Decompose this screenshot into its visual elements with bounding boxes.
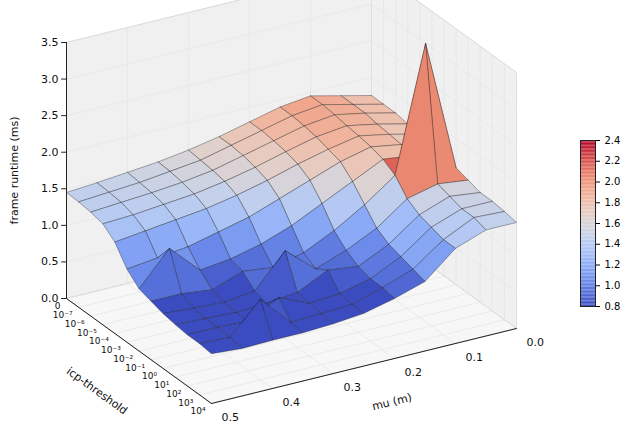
svg-text:0.4: 0.4 xyxy=(283,396,301,409)
svg-text:1.8: 1.8 xyxy=(605,197,621,208)
svg-text:0.1: 0.1 xyxy=(466,351,484,364)
svg-text:10²: 10² xyxy=(166,388,182,399)
svg-text:2.4: 2.4 xyxy=(605,135,621,146)
svg-text:1.5: 1.5 xyxy=(41,182,59,195)
svg-text:2.5: 2.5 xyxy=(41,109,59,122)
svg-text:10⁻⁶: 10⁻⁶ xyxy=(64,318,85,329)
svg-text:0.2: 0.2 xyxy=(405,366,423,379)
svg-text:1.0: 1.0 xyxy=(41,219,59,232)
svg-text:0.5: 0.5 xyxy=(222,411,240,421)
svg-text:0: 0 xyxy=(54,301,61,312)
svg-text:1.2: 1.2 xyxy=(605,259,621,270)
svg-text:0.5: 0.5 xyxy=(41,255,59,268)
svg-text:2.0: 2.0 xyxy=(605,176,621,187)
svg-text:10¹: 10¹ xyxy=(154,380,170,391)
svg-text:3.5: 3.5 xyxy=(41,36,59,49)
svg-text:mu (m): mu (m) xyxy=(371,391,413,413)
svg-text:1.4: 1.4 xyxy=(605,238,621,249)
svg-text:10⁰: 10⁰ xyxy=(142,371,158,382)
svg-text:10⁴: 10⁴ xyxy=(190,406,205,416)
svg-text:icp-threshold: icp-threshold xyxy=(64,365,130,418)
svg-text:10⁻⁵: 10⁻⁵ xyxy=(76,327,97,338)
svg-text:10⁻³: 10⁻³ xyxy=(101,345,121,356)
svg-text:0.8: 0.8 xyxy=(605,301,621,312)
svg-text:0.0: 0.0 xyxy=(41,292,59,305)
svg-text:0.3: 0.3 xyxy=(344,381,362,394)
svg-text:1.6: 1.6 xyxy=(605,218,621,229)
svg-text:2.2: 2.2 xyxy=(605,155,621,166)
svg-text:10⁻⁴: 10⁻⁴ xyxy=(89,336,109,347)
svg-text:1.0: 1.0 xyxy=(605,280,621,291)
svg-text:0.0: 0.0 xyxy=(527,336,545,349)
svg-text:2.0: 2.0 xyxy=(41,146,59,159)
svg-text:3.0: 3.0 xyxy=(41,73,59,86)
svg-text:10⁻⁷: 10⁻⁷ xyxy=(52,310,73,321)
svg-text:10³: 10³ xyxy=(178,397,194,408)
svg-text:frame runtime (ms): frame runtime (ms) xyxy=(8,117,21,225)
svg-text:10⁻¹: 10⁻¹ xyxy=(125,362,146,373)
svg-text:10⁻²: 10⁻² xyxy=(113,353,133,364)
